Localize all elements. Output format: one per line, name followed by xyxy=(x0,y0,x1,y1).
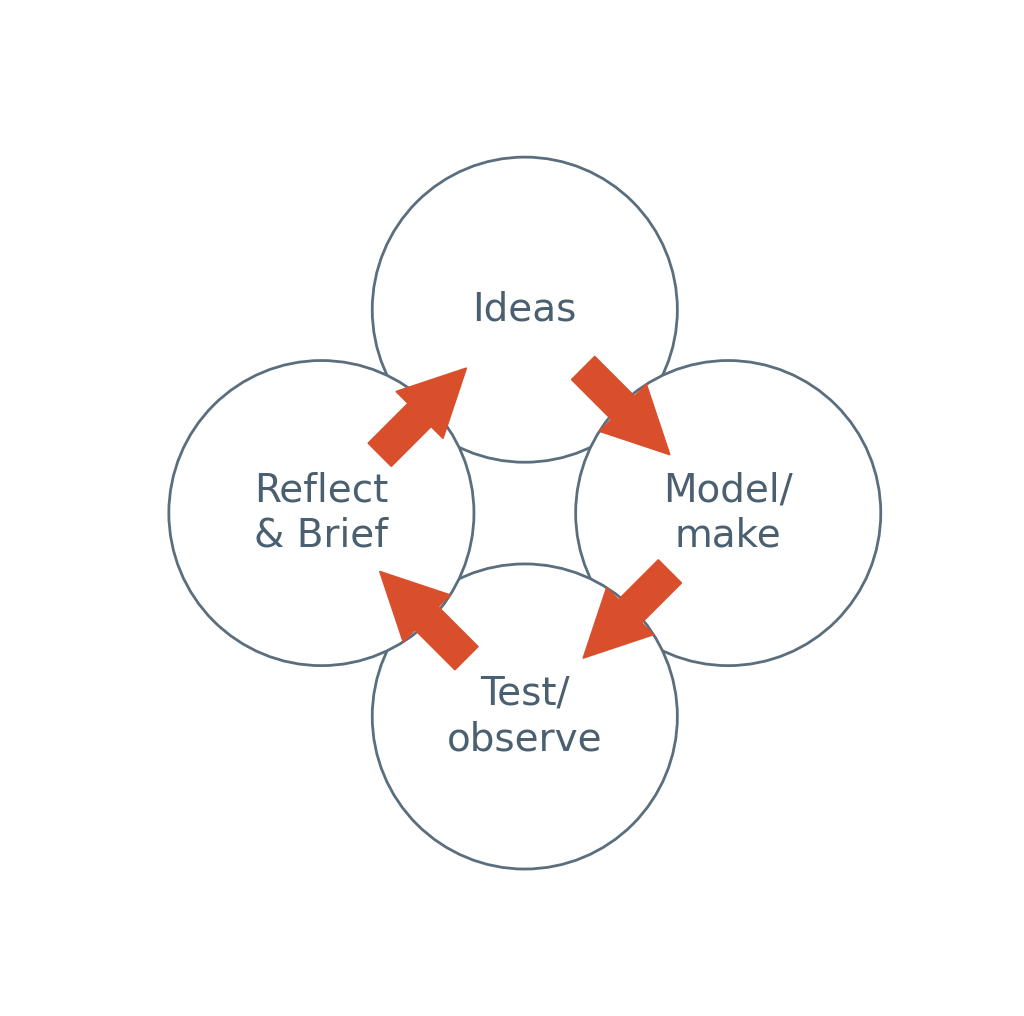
Text: Model/
make: Model/ make xyxy=(664,471,793,555)
Circle shape xyxy=(373,564,677,869)
Text: Reflect
& Brief: Reflect & Brief xyxy=(254,471,388,555)
Text: Test/
observe: Test/ observe xyxy=(447,675,602,758)
Polygon shape xyxy=(368,368,467,466)
Circle shape xyxy=(169,361,474,665)
Polygon shape xyxy=(380,571,478,670)
Text: Ideas: Ideas xyxy=(473,291,577,329)
Circle shape xyxy=(575,361,881,665)
Polygon shape xyxy=(571,357,670,455)
Polygon shape xyxy=(583,560,682,658)
Circle shape xyxy=(373,157,677,462)
